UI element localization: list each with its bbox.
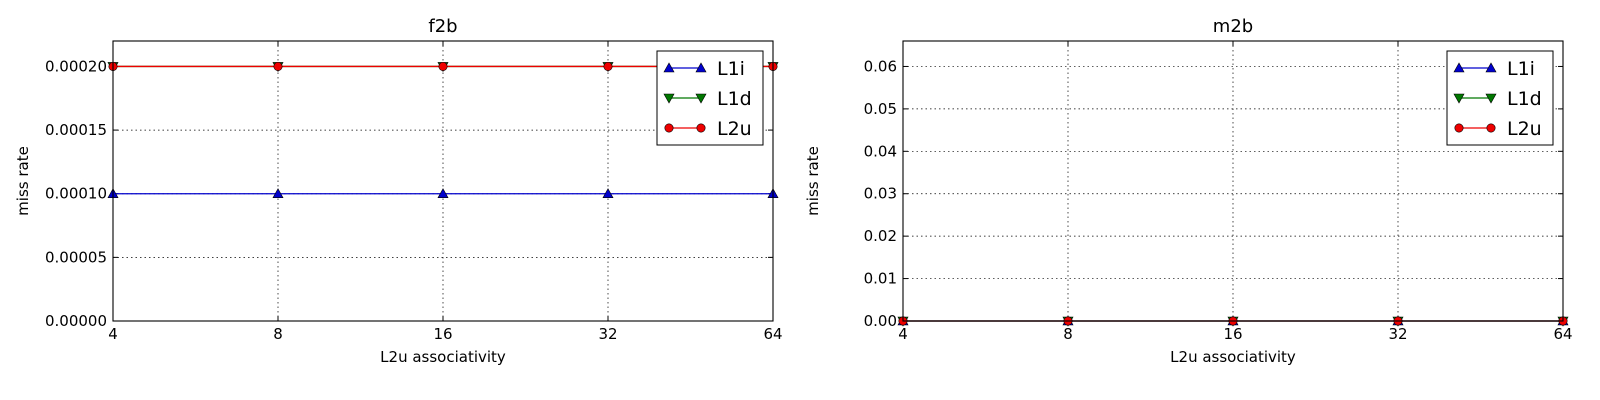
x-tick-label: 32	[598, 325, 617, 343]
legend-label-L1d: L1d	[717, 88, 752, 110]
legend-label-L2u: L2u	[1507, 118, 1542, 140]
chart-panel-m2b: 4 8 16 32 64 0.00 0.01 0.02 0.03 0.04 0.05 0.06 m2b L…	[804, 16, 1573, 366]
y-tick-label: 0.05	[864, 100, 897, 118]
x-axis-label: L2u associativity	[1170, 348, 1296, 366]
x-tick-label: 4	[108, 325, 118, 343]
legend-marker-L1d	[1453, 93, 1465, 104]
y-tick-label: 0.00010	[45, 185, 107, 203]
data-point-L1i	[272, 188, 284, 199]
y-tick-label: 0.02	[864, 227, 897, 245]
x-tick-label: 4	[898, 325, 908, 343]
chart-title: f2b	[428, 16, 457, 37]
legend-marker-L1d	[663, 93, 675, 104]
legend-marker-L2u	[1454, 123, 1464, 133]
x-tick-label: 16	[1223, 325, 1242, 343]
y-tick-label: 0.00005	[45, 248, 107, 266]
y-tick-label: 0.03	[864, 185, 897, 203]
data-point-L1i	[437, 188, 449, 199]
legend-label-L1i: L1i	[1507, 58, 1535, 80]
legend-marker-L1d	[1485, 93, 1497, 104]
plot-frame	[112, 40, 774, 322]
y-axis-label: miss rate	[804, 146, 822, 216]
x-tick-label: 32	[1388, 325, 1407, 343]
y-tick-label: 0.00020	[45, 57, 107, 75]
x-tick-label: 64	[763, 325, 782, 343]
legend-marker-L2u	[664, 123, 674, 133]
data-point-L2u	[438, 61, 448, 71]
chart-title: m2b	[1213, 16, 1253, 37]
chart-panel-f2b: 4 8 16 32 64 0.00000 0.00005 0.00010 0.00015 0.00…	[14, 16, 783, 366]
y-tick-label: 0.06	[864, 57, 897, 75]
x-tick-label: 16	[433, 325, 452, 343]
x-tick-label: 8	[273, 325, 283, 343]
legend: L1i L1d L2u	[1446, 50, 1554, 146]
legend-label-L2u: L2u	[717, 118, 752, 140]
legend-marker-L1i	[663, 62, 675, 73]
series-L1i	[107, 188, 779, 199]
y-tick-label: 0.00015	[45, 121, 107, 139]
y-tick-label: 0.00000	[45, 312, 107, 330]
y-tick-label: 0.00	[864, 312, 897, 330]
x-axis-label: L2u associativity	[380, 348, 506, 366]
data-point-L2u	[273, 61, 283, 71]
y-tick-label: 0.04	[864, 142, 897, 160]
plot-frame	[902, 40, 1564, 322]
x-tick-label: 8	[1063, 325, 1073, 343]
data-point-L1i	[602, 188, 614, 199]
legend: L1i L1d L2u	[656, 50, 764, 146]
legend-label-L1d: L1d	[1507, 88, 1542, 110]
legend-marker-L1i	[1453, 62, 1465, 73]
y-tick-label: 0.01	[864, 270, 897, 288]
legend-marker-L2u	[696, 123, 706, 133]
legend-marker-L2u	[1486, 123, 1496, 133]
y-axis-label: miss rate	[14, 146, 32, 216]
legend-marker-L1i	[695, 62, 707, 73]
x-tick-label: 64	[1553, 325, 1572, 343]
legend-marker-L1i	[1485, 62, 1497, 73]
legend-marker-L1d	[695, 93, 707, 104]
legend-label-L1i: L1i	[717, 58, 745, 80]
data-point-L2u	[603, 61, 613, 71]
